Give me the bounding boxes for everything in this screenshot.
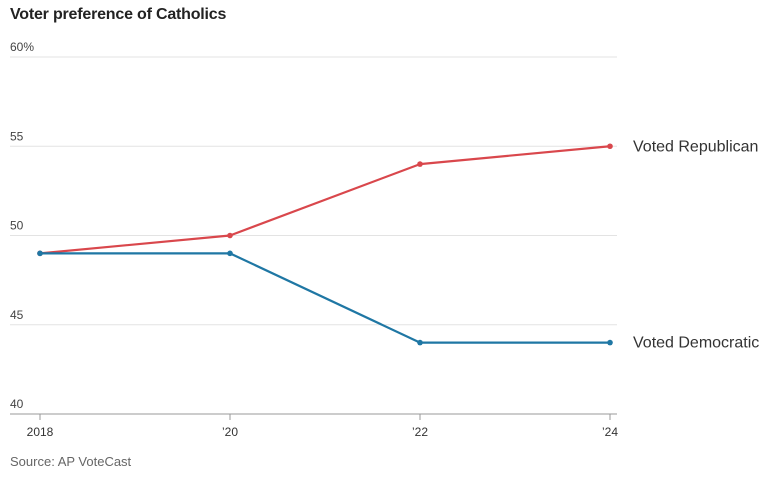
series-label: Voted Democratic [633, 335, 759, 352]
data-point [417, 161, 423, 167]
data-point [227, 232, 233, 239]
x-tick-label: ’20 [222, 425, 238, 439]
y-tick-label: 50 [10, 219, 24, 233]
x-axis: 2018 ’20 ’22 ’24 [10, 413, 618, 439]
series-label: Voted Republican [633, 138, 758, 155]
y-tick-label: 55 [10, 129, 24, 143]
data-point [607, 143, 613, 150]
data-point [417, 339, 423, 346]
y-tick-label: 45 [10, 308, 24, 322]
y-tick-label: 60% [10, 40, 34, 54]
series-lines [37, 143, 613, 346]
x-tick-label: 2018 [27, 425, 54, 439]
y-tick-label: 40 [10, 397, 24, 411]
data-point [607, 339, 613, 346]
grid-lines [10, 56, 617, 326]
chart-title: Voter preference of Catholics [10, 6, 227, 23]
source-note: Source: AP VoteCast [10, 454, 132, 469]
data-point [37, 250, 43, 257]
data-point [227, 250, 233, 257]
y-axis-tick-labels: 60% 55 50 45 40 [10, 40, 34, 411]
x-tick-label: ’24 [602, 425, 618, 439]
series-line [38, 252, 612, 344]
series-line [38, 145, 612, 255]
x-tick-label: ’22 [412, 425, 428, 439]
series-labels: Voted Republican Voted Democratic [633, 138, 759, 351]
